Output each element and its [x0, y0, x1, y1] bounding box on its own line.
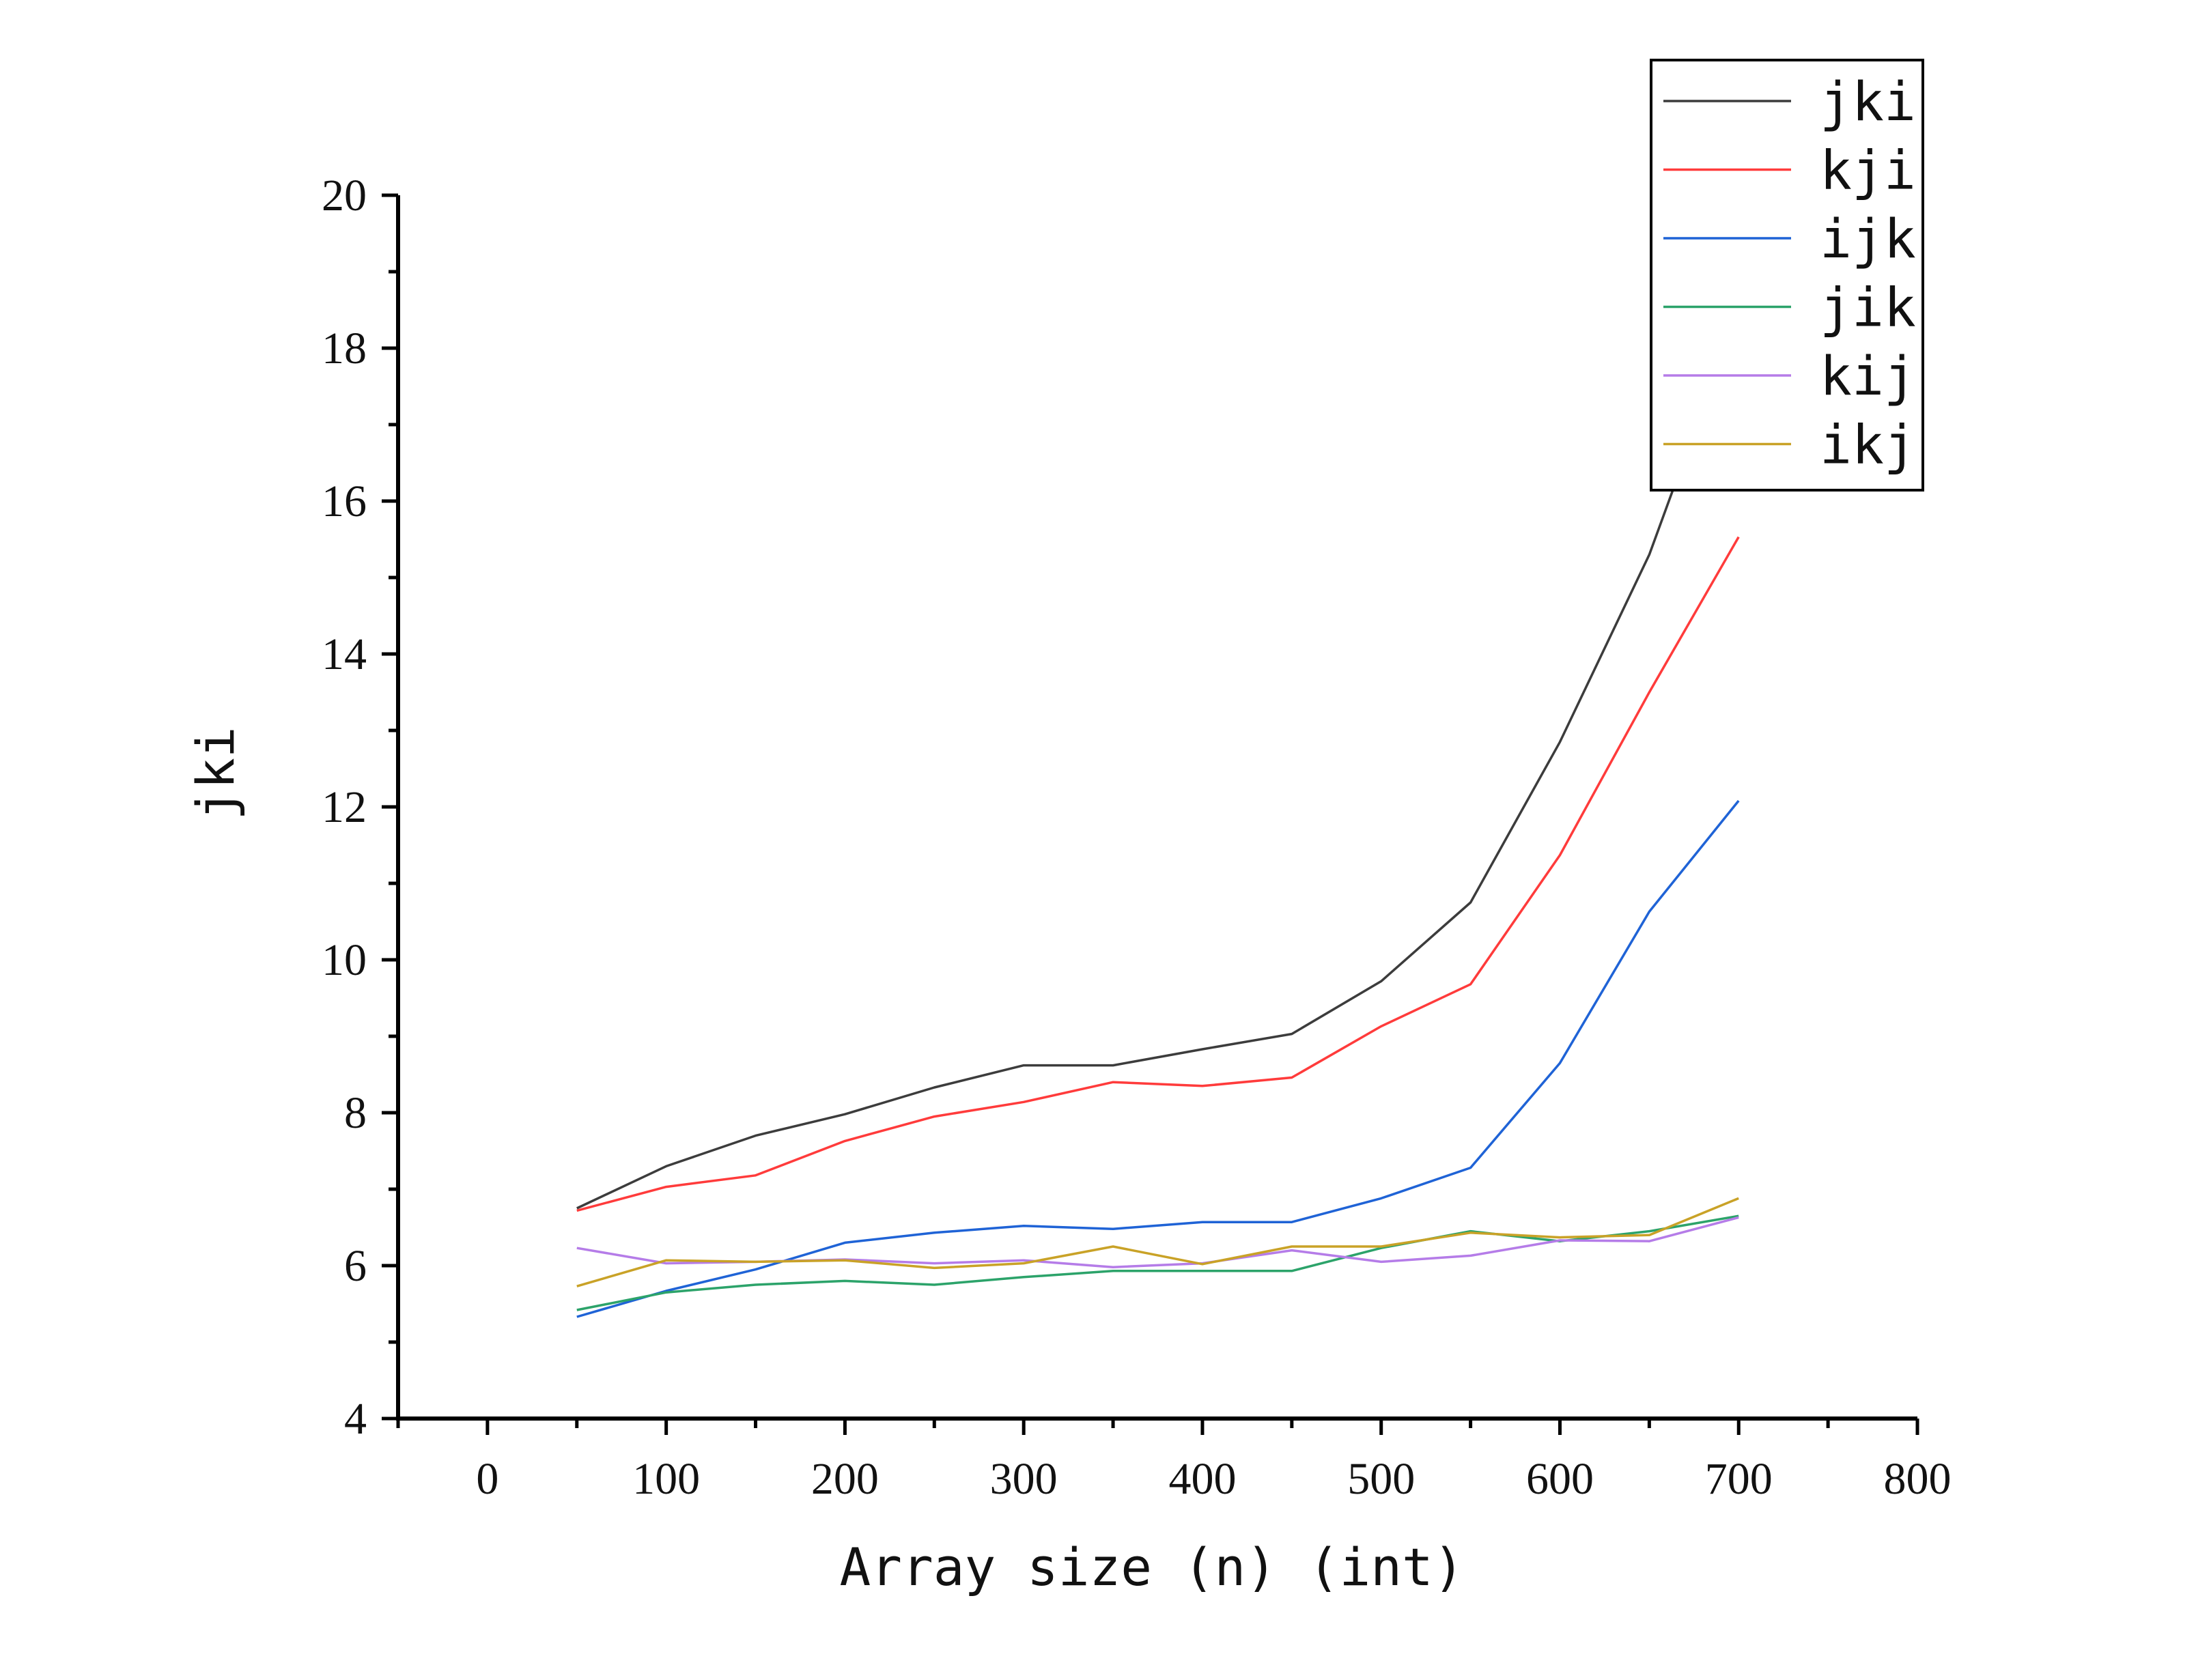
legend-label-ijk: ijk	[1820, 209, 1916, 270]
series-line-kji	[576, 536, 1740, 1212]
legend-label-kji: kji	[1820, 141, 1916, 202]
legend-label-jki: jki	[1820, 72, 1916, 133]
series-layer	[576, 309, 1740, 1318]
series-line-jki	[576, 309, 1740, 1210]
x-tick-label: 400	[1168, 1454, 1236, 1504]
series-line-ijk	[576, 799, 1740, 1318]
legend-label-jik: jik	[1820, 278, 1916, 339]
y-tick-label: 18	[322, 324, 367, 373]
y-tick-label: 4	[344, 1394, 367, 1444]
legend-box	[1650, 59, 1924, 492]
x-tick-label: 300	[990, 1454, 1058, 1504]
y-tick-label: 20	[322, 171, 367, 220]
x-tick-label: 500	[1347, 1454, 1415, 1504]
series-line-jik	[576, 1214, 1739, 1311]
y-tick-label: 8	[344, 1088, 367, 1138]
legend-label-kij: kij	[1820, 346, 1916, 408]
x-tick-label: 100	[632, 1454, 700, 1504]
y-tick-label: 12	[322, 782, 367, 832]
y-axis-title: jki	[185, 726, 246, 820]
y-tick-label: 14	[322, 629, 367, 679]
x-tick-label: 800	[1884, 1454, 1952, 1504]
legend-label-ikj: ikj	[1820, 415, 1916, 476]
legend: jki kji ijk jik kij ikj	[1650, 59, 1924, 492]
x-tick-label: 600	[1526, 1454, 1594, 1504]
x-axis-title: Array size (n) (int)	[839, 1537, 1464, 1597]
y-tick-label: 6	[344, 1241, 367, 1291]
y-tick-label: 16	[322, 476, 367, 526]
x-tick-label: 700	[1705, 1454, 1773, 1504]
series-line-ikj	[576, 1197, 1739, 1287]
y-tick-label: 10	[322, 935, 367, 985]
x-tick-label: 200	[811, 1454, 879, 1504]
x-tick-label: 0	[476, 1454, 498, 1504]
